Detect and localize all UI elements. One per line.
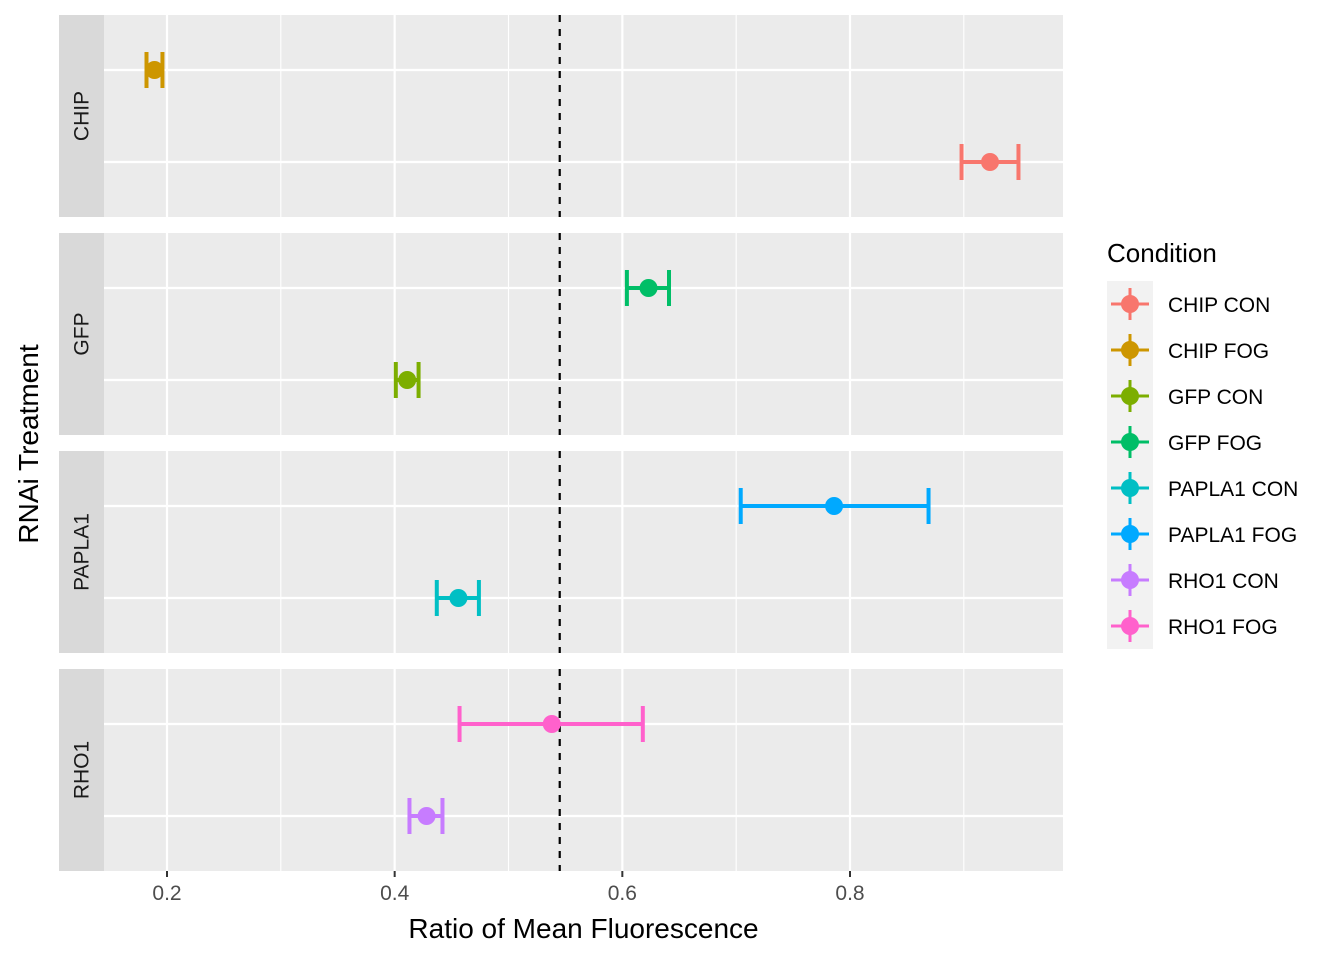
legend-key-marker	[1121, 295, 1139, 313]
facet-strip	[59, 669, 104, 871]
legend-entry: PAPLA1 FOG	[1107, 511, 1297, 557]
point-marker	[542, 715, 561, 733]
legend-key-marker	[1121, 617, 1139, 635]
legend-key-marker	[1121, 571, 1139, 589]
point-marker	[825, 497, 844, 515]
legend-entry: CHIP FOG	[1107, 327, 1269, 373]
legend-key-marker	[1121, 433, 1139, 451]
legend-entry: GFP FOG	[1107, 419, 1262, 465]
panel-background	[104, 233, 1063, 435]
x-tick-label: 0.2	[152, 882, 181, 905]
legend-entry: CHIP CON	[1107, 281, 1270, 327]
point-marker	[145, 61, 164, 79]
y-axis-title: RNAi Treatment	[13, 344, 44, 543]
legend-label: RHO1 CON	[1168, 570, 1279, 593]
data-point	[624, 270, 672, 306]
facet-panel: GFP	[59, 233, 1063, 435]
facet-label: CHIP	[71, 91, 94, 141]
legend-label: CHIP CON	[1168, 294, 1270, 317]
legend-key-marker	[1121, 387, 1139, 405]
data-point	[407, 798, 445, 834]
x-axis-title: Ratio of Mean Fluorescence	[408, 913, 758, 944]
facet-strip	[59, 451, 104, 653]
facet-panel: CHIP	[59, 15, 1063, 217]
data-point	[738, 488, 931, 524]
legend-label: PAPLA1 CON	[1168, 478, 1298, 501]
legend-entry: PAPLA1 CON	[1107, 465, 1298, 511]
data-point	[457, 706, 645, 742]
data-point	[144, 52, 165, 88]
x-axis: 0.2 0.4 0.6 0.8	[152, 871, 865, 905]
legend-label: CHIP FOG	[1168, 340, 1269, 363]
point-marker	[417, 807, 436, 825]
legend-keys: CHIP CON CHIP FOG GFP CON GFP FOG PAPLA1 CON…	[1107, 281, 1298, 649]
data-marks	[144, 52, 1021, 834]
legend-entry: RHO1 FOG	[1107, 603, 1278, 649]
legend-title: Condition	[1107, 238, 1217, 268]
x-tick-label: 0.4	[380, 882, 410, 905]
x-tick-label: 0.8	[835, 882, 864, 905]
legend-label: GFP FOG	[1168, 432, 1262, 455]
legend-entry: RHO1 CON	[1107, 557, 1279, 603]
facet-panels: CHIP GFP PAPLA1 RHO1	[59, 15, 1063, 871]
point-marker	[981, 153, 1000, 171]
panel-background	[104, 15, 1063, 217]
point-marker	[449, 589, 468, 607]
facet-strip	[59, 15, 104, 217]
data-point	[959, 144, 1021, 180]
panel-background	[104, 451, 1063, 653]
legend-key-marker	[1121, 341, 1139, 359]
legend-entry: GFP CON	[1107, 373, 1263, 419]
point-marker	[398, 371, 417, 389]
facet-panel: PAPLA1	[59, 451, 1063, 653]
legend-key-marker	[1121, 479, 1139, 497]
data-point	[434, 580, 481, 616]
facet-strip	[59, 233, 104, 435]
legend-label: RHO1 FOG	[1168, 616, 1278, 639]
facet-label: RHO1	[71, 741, 94, 799]
legend: Condition CHIP CON CHIP FOG GFP CON GFP FOG…	[1107, 238, 1298, 649]
data-point	[393, 362, 421, 398]
facet-label: GFP	[71, 312, 94, 355]
facet-label: PAPLA1	[71, 513, 94, 591]
legend-label: PAPLA1 FOG	[1168, 524, 1297, 547]
point-marker	[639, 279, 658, 297]
panel-background	[104, 669, 1063, 871]
legend-label: GFP CON	[1168, 386, 1263, 409]
legend-key-marker	[1121, 525, 1139, 543]
facet-panel: RHO1	[59, 669, 1063, 871]
x-tick-label: 0.6	[608, 882, 637, 905]
